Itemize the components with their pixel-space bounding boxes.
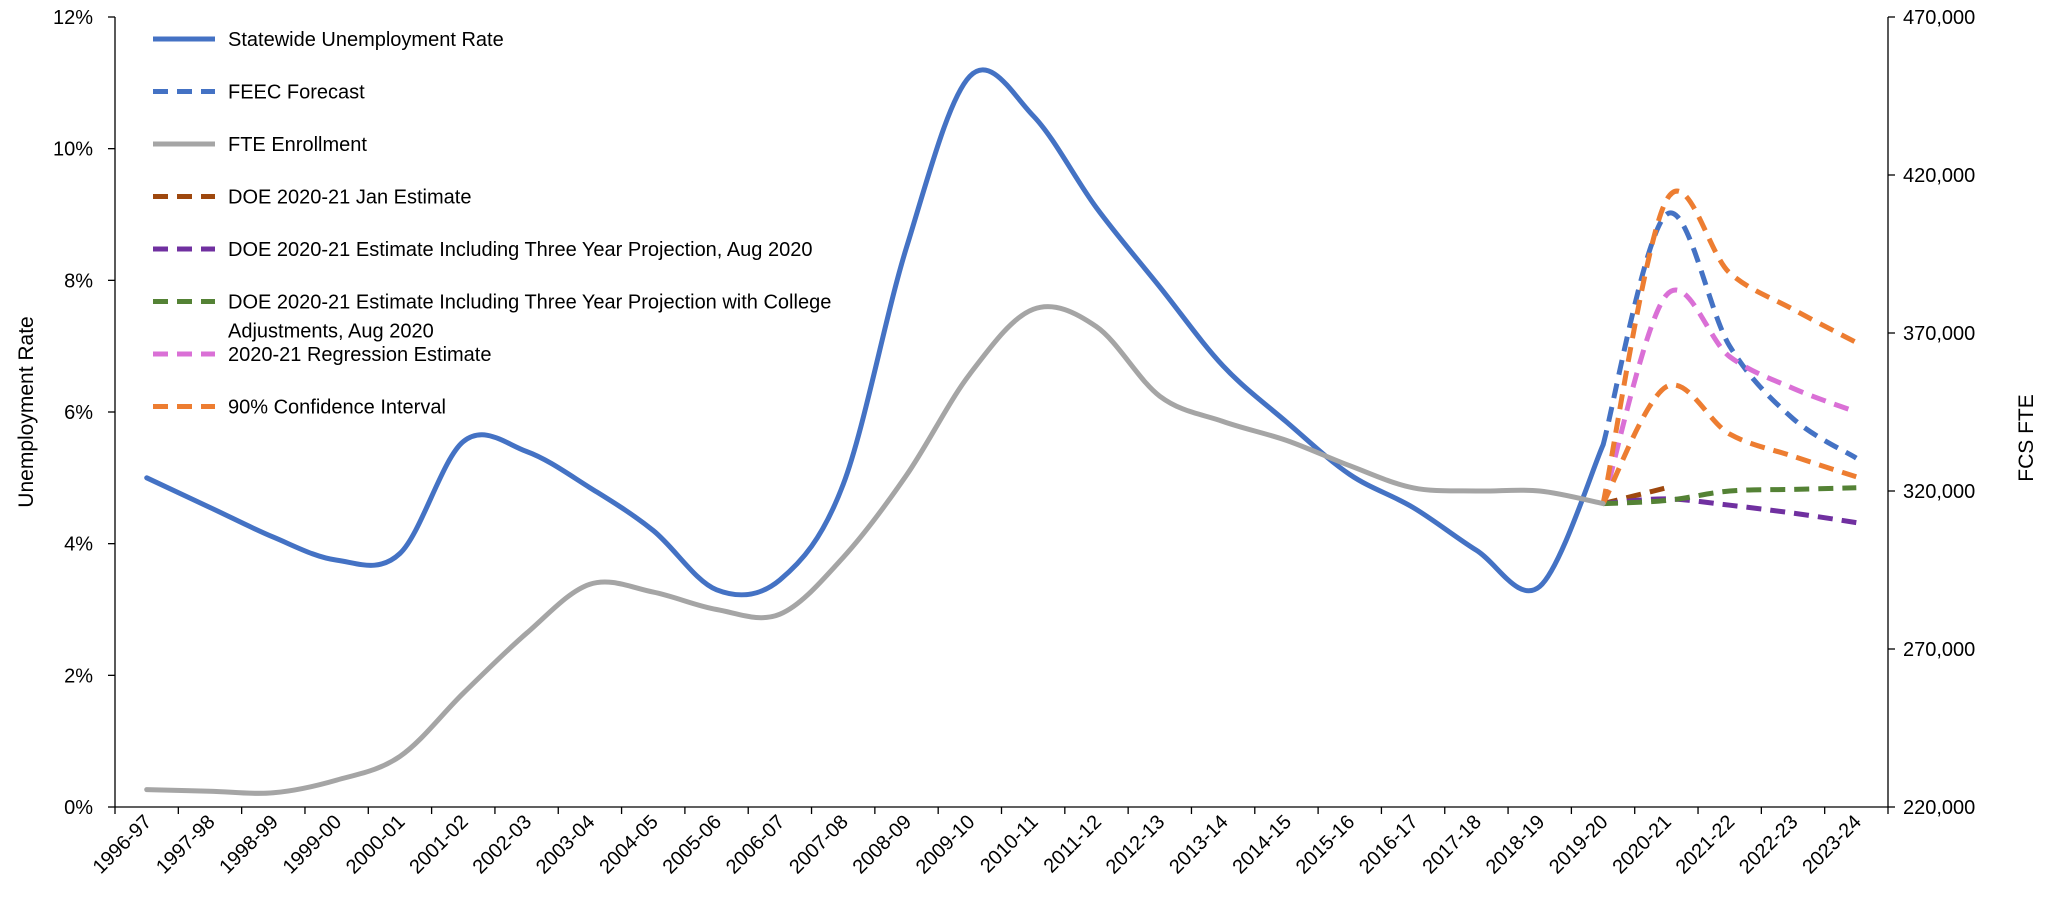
x-tick-label: 1999-00 [279, 811, 346, 878]
right-axis-title: FCS FTE [2015, 394, 2038, 482]
x-tick-label: 2016-17 [1355, 811, 1422, 878]
legend-label: FTE Enrollment [228, 134, 367, 156]
x-tick-label: 2012-13 [1102, 811, 1169, 878]
right-tick-label: 320,000 [1903, 481, 1975, 503]
x-tick-label: 1998-99 [215, 811, 282, 878]
legend-label: 90% Confidence Interval [228, 397, 446, 419]
x-tick-label: 2017-18 [1418, 811, 1485, 878]
x-tick-label: 1996-97 [89, 811, 156, 878]
x-tick-label: 2014-15 [1229, 811, 1296, 878]
left-tick-label: 2% [64, 665, 93, 687]
x-tick-label: 2010-11 [976, 811, 1042, 877]
x-tick-label: 2023-24 [1798, 811, 1865, 878]
left-tick-label: 0% [64, 797, 93, 819]
x-tick-label: 2003-04 [532, 811, 599, 878]
left-tick-label: 4% [64, 534, 93, 556]
legend-label: FEEC Forecast [228, 82, 365, 104]
x-tick-label: 2015-16 [1292, 811, 1359, 878]
series-line-confidence-interval-lower [1600, 382, 1858, 505]
x-tick-label: 2002-03 [469, 811, 536, 878]
right-tick-label: 470,000 [1903, 7, 1975, 29]
x-tick-label: 2006-07 [722, 811, 789, 878]
right-tick-label: 370,000 [1903, 323, 1975, 345]
left-tick-label: 12% [53, 7, 93, 29]
legend: Statewide Unemployment Rate FEEC Forecast… [153, 29, 831, 419]
x-tick-label: 2005-06 [659, 811, 726, 878]
legend-label: Statewide Unemployment Rate [228, 29, 504, 51]
x-tick-label: 2011-12 [1040, 811, 1106, 877]
x-tick-label: 2021-22 [1672, 811, 1739, 878]
plot-lines [144, 67, 1858, 796]
series-line-doe-2020-21-estimate-including-three-year-projection-aug-2020 [1602, 496, 1857, 526]
series-line-90-confidence-interval [1600, 188, 1858, 505]
left-axis-title: Unemployment Rate [15, 316, 38, 507]
x-tick-label: 2022-23 [1735, 811, 1802, 878]
series-line-statewide-unemployment-rate [144, 67, 1606, 598]
right-tick-label: 270,000 [1903, 639, 1975, 661]
left-tick-label: 8% [64, 270, 93, 292]
x-tick-label: 2007-08 [785, 811, 852, 878]
series-line-doe-2020-21-estimate-including-three-year-projection-with-college-adjustments-aug-2020 [1602, 485, 1857, 507]
series-line-fte-enrollment [144, 304, 1606, 796]
x-tick-label: 2008-09 [849, 811, 916, 878]
x-tick-label: 2000-01 [342, 811, 409, 878]
series-line-2020-21-regression-estimate [1600, 287, 1858, 505]
legend-label-line2: Adjustments, Aug 2020 [228, 321, 434, 343]
legend-label: 2020-21 Regression Estimate [228, 344, 491, 366]
left-tick-label: 6% [64, 402, 93, 424]
x-tick-label: 2019-20 [1545, 811, 1612, 878]
left-tick-label: 10% [53, 139, 93, 161]
legend-label: DOE 2020-21 Jan Estimate [228, 187, 471, 209]
series-line-feec-forecast [1600, 210, 1858, 461]
legend-label: DOE 2020-21 Estimate Including Three Yea… [228, 239, 812, 261]
legend-label: DOE 2020-21 Estimate Including Three Yea… [228, 292, 831, 314]
right-tick-label: 420,000 [1903, 165, 1975, 187]
x-tick-label: 2004-05 [595, 811, 662, 878]
x-tick-label: 2001-02 [405, 811, 472, 878]
x-tick-label: 2018-19 [1482, 811, 1549, 878]
x-tick-label: 2009-10 [912, 811, 979, 878]
x-tick-label: 1997-98 [152, 811, 219, 878]
x-tick-label: 2020-21 [1608, 811, 1675, 878]
x-tick-label: 2013-14 [1165, 811, 1232, 878]
right-tick-label: 220,000 [1903, 797, 1975, 819]
